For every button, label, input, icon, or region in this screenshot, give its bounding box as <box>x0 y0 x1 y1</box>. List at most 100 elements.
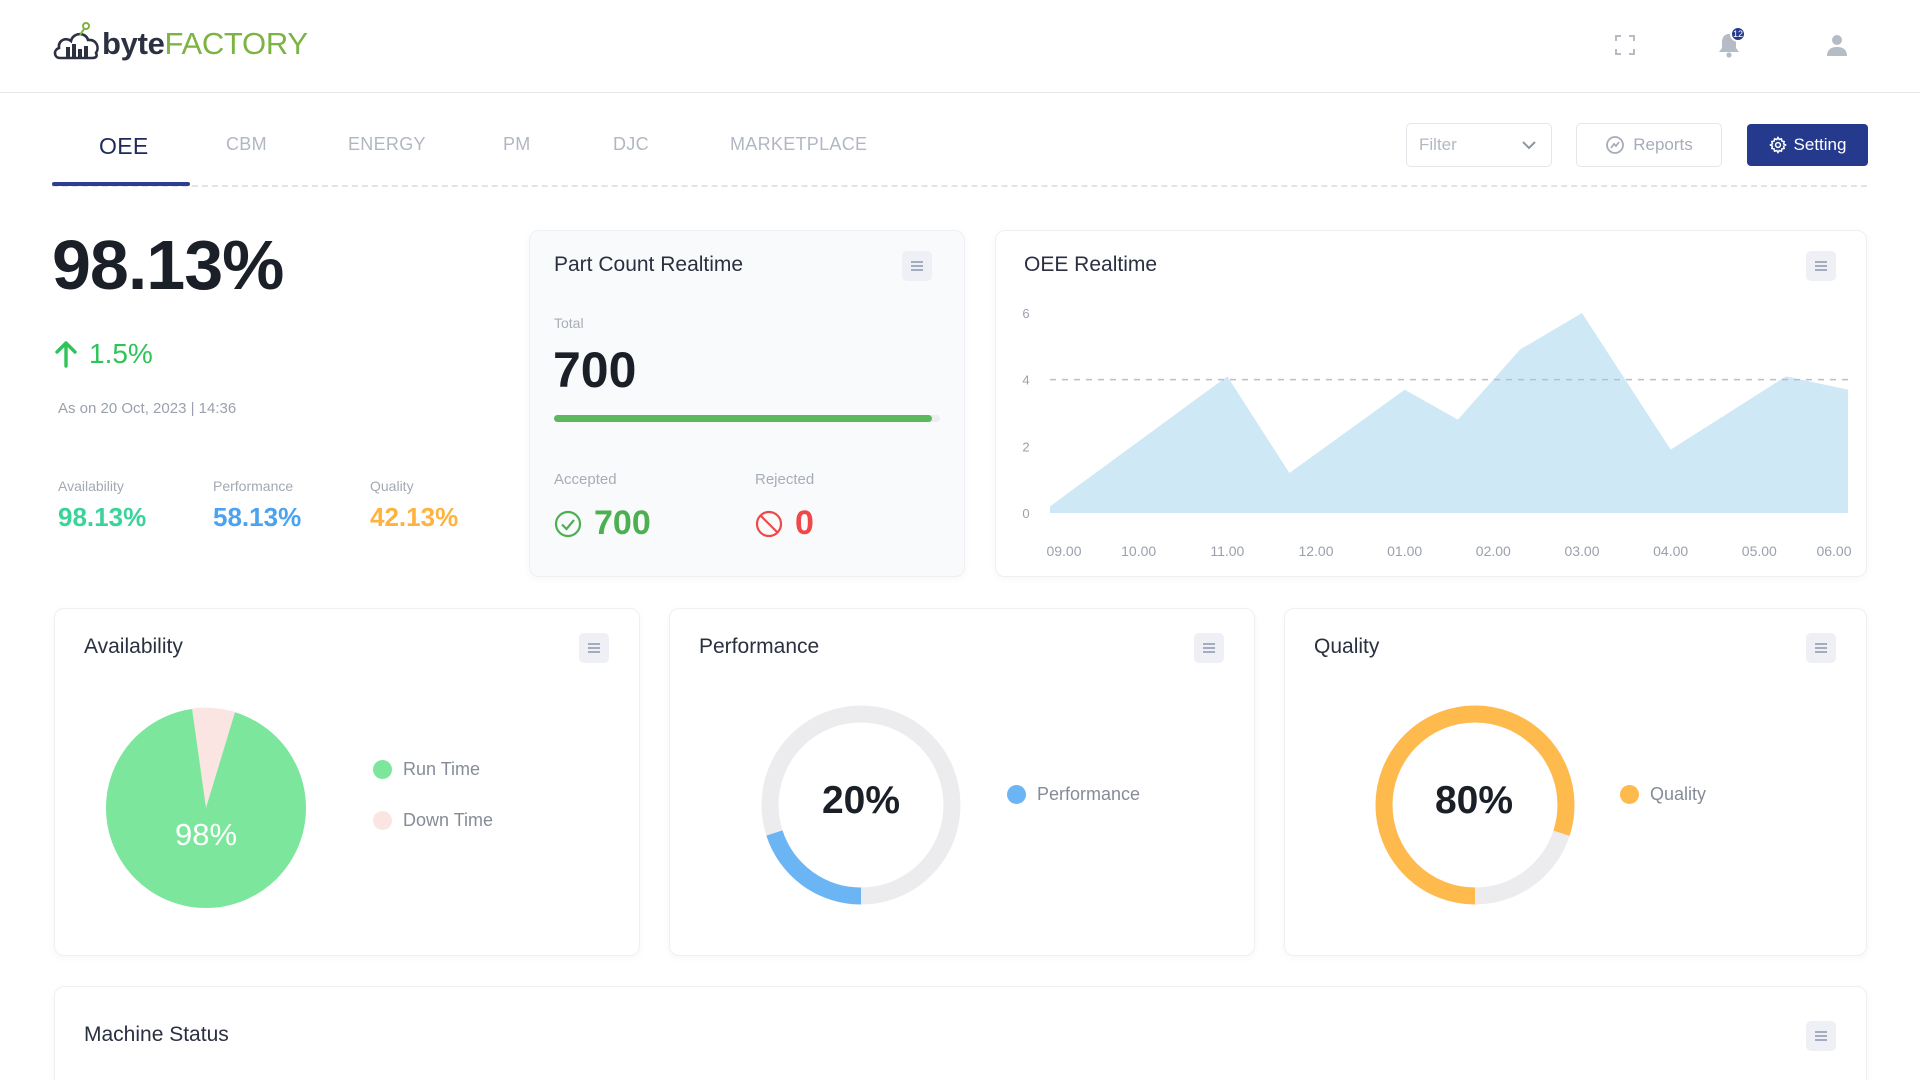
performance-arc <box>761 705 961 905</box>
x-tick-label: 03.00 <box>1564 543 1599 559</box>
performance-card: Performance 20% Performance <box>669 608 1255 956</box>
factory-cloud-icon <box>53 22 99 60</box>
accepted-count: 700 <box>554 504 651 543</box>
fullscreen-icon[interactable] <box>1610 30 1640 60</box>
quality-kpi-label: Quality <box>370 478 414 494</box>
quality-center-label: 80% <box>1434 779 1514 822</box>
quality-donut-chart <box>1375 705 1575 905</box>
total-value: 700 <box>553 342 637 398</box>
part-count-progress-bar <box>554 415 940 422</box>
performance-kpi: Performance 58.13% <box>213 478 301 533</box>
quality-kpi-value: 42.13% <box>370 502 459 532</box>
oee-delta-value: 1.5% <box>89 338 153 369</box>
x-tick-label: 01.00 <box>1387 543 1422 559</box>
legend-run-time[interactable]: Run Time <box>373 759 480 780</box>
oee-realtime-menu-icon[interactable] <box>1806 251 1836 281</box>
down-time-label: Down Time <box>403 810 494 830</box>
x-tick-label: 02.00 <box>1476 543 1511 559</box>
machine-status-card: Machine Status <box>54 986 1867 1080</box>
legend-quality[interactable]: Quality <box>1620 784 1706 805</box>
availability-center-label: 98% <box>174 817 238 852</box>
quality-arc <box>1375 705 1575 905</box>
availability-title: Availability <box>84 635 183 658</box>
part-count-menu-icon[interactable] <box>902 251 932 281</box>
legend-down-time[interactable]: Down Time <box>373 810 493 831</box>
ban-icon <box>755 510 783 537</box>
y-tick-label: 0 <box>1022 506 1029 521</box>
y-tick-label: 4 <box>1022 373 1029 388</box>
notification-bell-icon[interactable]: 12 <box>1714 26 1746 60</box>
tab-energy[interactable]: ENERGY <box>348 134 426 154</box>
rejected-count: 0 <box>755 504 814 543</box>
performance-title: Performance <box>699 635 820 658</box>
module-tabs: OEE CBM ENERGY PM DJC MARKETPLACE <box>52 120 1867 187</box>
tab-djc[interactable]: DJC <box>613 134 649 154</box>
reports-button[interactable]: Reports <box>1576 123 1722 167</box>
setting-button[interactable]: Setting <box>1747 124 1868 166</box>
performance-donut-chart <box>761 705 961 905</box>
total-label: Total <box>554 315 584 331</box>
quality-dot <box>1620 785 1639 804</box>
oee-delta: 1.5% <box>55 338 153 370</box>
rejected-label: Rejected <box>755 471 815 488</box>
oee-realtime-chart: 0 2 4 6 09.00 10.00 11.00 12.00 01.00 02.00 03.00 0… <box>1022 306 1851 559</box>
tab-oee[interactable]: OEE <box>99 133 149 159</box>
brand-name: byteFACTORY <box>102 25 308 61</box>
quality-card: Quality 80% Quality <box>1284 608 1867 956</box>
top-header: byteFACTORY 12 <box>0 0 1920 93</box>
legend-performance[interactable]: Performance <box>1007 784 1140 805</box>
performance-kpi-value: 58.13% <box>213 502 302 532</box>
down-time-dot <box>373 811 392 830</box>
machine-status-title: Machine Status <box>84 1023 229 1046</box>
performance-kpi-label: Performance <box>213 478 294 494</box>
x-tick-label: 05.00 <box>1742 543 1777 559</box>
oee-realtime-title: OEE Realtime <box>1024 253 1158 276</box>
availability-kpi: Availability 98.13% <box>58 478 146 533</box>
reports-label: Reports <box>1633 135 1693 154</box>
setting-label: Setting <box>1793 135 1847 154</box>
availability-kpi-value: 98.13% <box>58 502 147 532</box>
oee-realtime-card: OEE Realtime 0 2 4 6 09.00 10.00 11.00 12.00 01.… <box>995 230 1867 577</box>
x-tick-label: 09.00 <box>1046 543 1081 559</box>
x-tick-label: 12.00 <box>1298 543 1333 559</box>
reports-chart-icon <box>1606 136 1625 154</box>
tab-marketplace[interactable]: MARKETPLACE <box>730 134 868 154</box>
down-time-slice <box>192 707 235 808</box>
tab-cbm[interactable]: CBM <box>226 134 267 154</box>
rejected-value: 0 <box>795 504 814 542</box>
accepted-label: Accepted <box>554 471 617 488</box>
x-tick-label: 10.00 <box>1121 543 1156 559</box>
x-tick-label: 11.00 <box>1210 543 1244 559</box>
quality-legend-label: Quality <box>1650 784 1707 804</box>
x-tick-label: 06.00 <box>1816 543 1851 559</box>
run-time-label: Run Time <box>403 759 481 779</box>
x-tick-label: 04.00 <box>1653 543 1688 559</box>
oee-value: 98.13% <box>52 226 284 304</box>
accepted-value: 700 <box>594 504 651 542</box>
performance-legend-label: Performance <box>1037 784 1141 804</box>
oee-area-series <box>1050 313 1848 513</box>
quality-title: Quality <box>1314 635 1380 658</box>
availability-card: Availability 98% Run Time Down Time <box>54 608 640 956</box>
notification-count-badge: 12 <box>1730 26 1746 42</box>
part-count-card: Part Count Realtime Total 700 Accepted 7… <box>529 230 965 577</box>
as-of-timestamp: As on 20 Oct, 2023 | 14:36 <box>58 400 237 417</box>
quality-menu-icon[interactable] <box>1806 633 1836 663</box>
tab-pm[interactable]: PM <box>503 134 531 154</box>
performance-dot <box>1007 785 1026 804</box>
machine-status-menu-icon[interactable] <box>1806 1021 1836 1051</box>
availability-menu-icon[interactable] <box>579 633 609 663</box>
filter-dropdown[interactable]: Filter <box>1406 123 1552 167</box>
active-tab-indicator <box>52 182 190 186</box>
performance-center-label: 20% <box>821 779 901 822</box>
run-time-dot <box>373 760 392 779</box>
y-tick-label: 2 <box>1022 439 1029 454</box>
user-avatar-icon[interactable] <box>1822 30 1852 60</box>
y-tick-label: 6 <box>1022 306 1029 321</box>
part-count-title: Part Count Realtime <box>554 253 744 276</box>
performance-menu-icon[interactable] <box>1194 633 1224 663</box>
part-count-progress-fill <box>554 415 933 422</box>
brand-logo[interactable]: byteFACTORY <box>52 18 308 68</box>
arrow-up-icon <box>55 341 77 368</box>
availability-kpi-label: Availability <box>58 478 124 494</box>
